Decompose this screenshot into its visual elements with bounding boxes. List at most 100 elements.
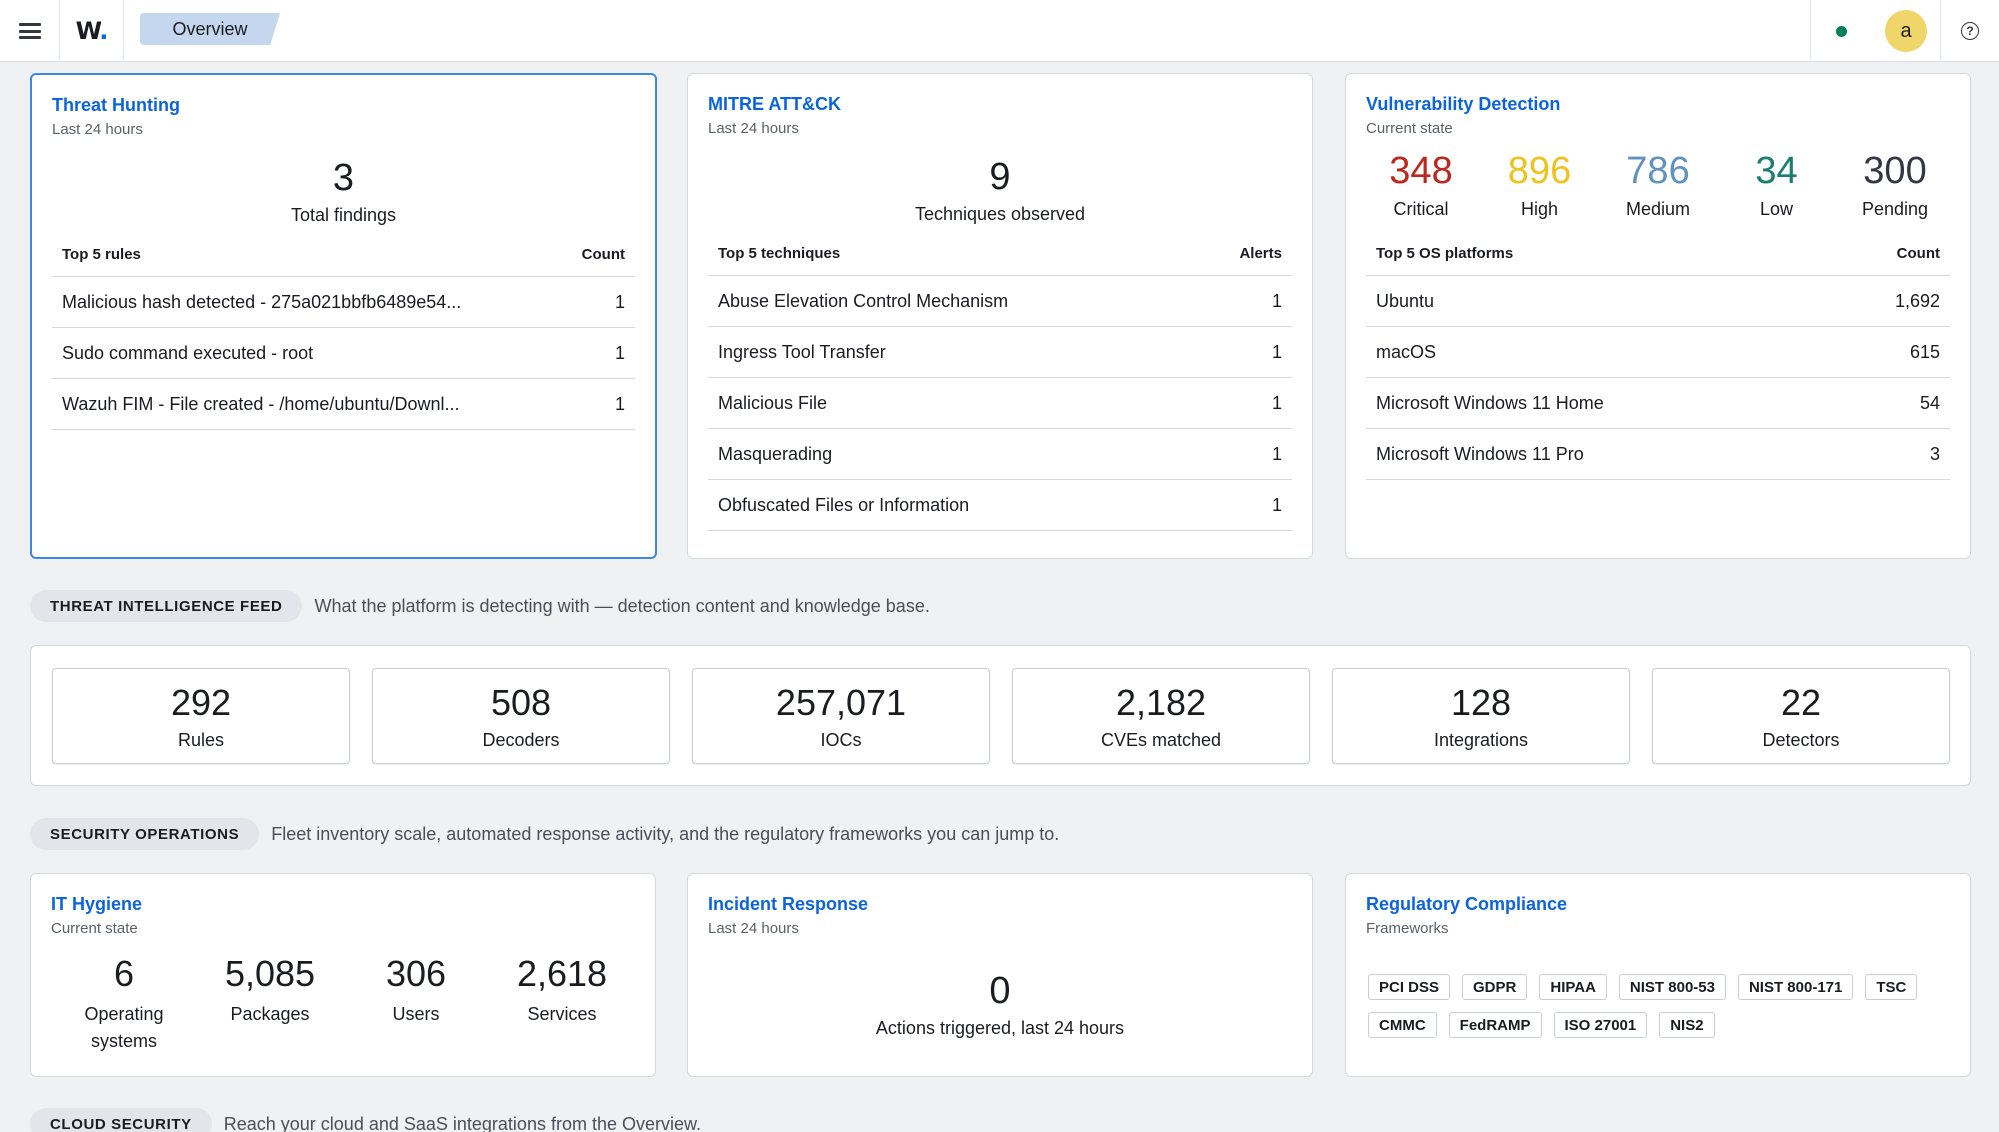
user-menu[interactable]: a [1872, 0, 1940, 62]
section-label: CLOUD SECURITY [30, 1108, 212, 1132]
os-name: Microsoft Windows 11 Home [1376, 392, 1604, 413]
table-row[interactable]: Microsoft Windows 11 Home 54 [1366, 378, 1950, 429]
feed-card-cves[interactable]: 2,182 CVEs matched [1012, 668, 1310, 764]
total-findings-value: 3 [332, 157, 355, 199]
panel-title[interactable]: MITRE ATT&CK [708, 94, 841, 114]
table-row[interactable]: Malicious File 1 [708, 378, 1292, 429]
column-header-os: Top 5 OS platforms [1376, 245, 1514, 262]
regulatory-compliance-panel[interactable]: Regulatory Compliance Frameworks PCI DSS… [1345, 873, 1971, 1077]
table-row[interactable]: Sudo command executed - root 1 [52, 328, 635, 379]
technique-name: Abuse Elevation Control Mechanism [718, 290, 1009, 311]
technique-count: 1 [1271, 290, 1282, 311]
severity-value: 34 [1755, 150, 1798, 192]
security-ops-section-header: SECURITY OPERATIONS Fleet inventory scal… [30, 818, 1059, 850]
inventory-services[interactable]: 2,618 Services [497, 956, 627, 1055]
status-indicator[interactable] [1810, 0, 1872, 62]
section-description: What the platform is detecting with — de… [314, 595, 930, 616]
os-count: 3 [1929, 443, 1940, 464]
framework-badge-fedramp[interactable]: FedRAMP [1448, 1012, 1542, 1038]
table-row[interactable]: Ubuntu 1,692 [1366, 276, 1950, 327]
feed-card-decoders[interactable]: 508 Decoders [372, 668, 670, 764]
feed-card-iocs[interactable]: 257,071 IOCs [692, 668, 990, 764]
feed-value: 128 [1450, 682, 1512, 723]
inventory-os[interactable]: 6 Operating systems [59, 956, 189, 1055]
feed-label: IOCs [820, 730, 862, 750]
vulnerability-detection-panel[interactable]: Vulnerability Detection Current state 34… [1345, 73, 1971, 559]
feed-label: CVEs matched [1100, 730, 1222, 750]
help-button[interactable]: ? [1940, 0, 1999, 62]
severity-label: High [1520, 199, 1559, 219]
framework-badge-nis2[interactable]: NIS2 [1659, 1012, 1715, 1038]
column-header-techniques: Top 5 techniques [718, 245, 841, 262]
feed-card-rules[interactable]: 292 Rules [52, 668, 350, 764]
severity-value: 348 [1389, 150, 1453, 192]
framework-badge-cmmc[interactable]: CMMC [1368, 1012, 1437, 1038]
top-rules-table: Top 5 rules Count Malicious hash detecte… [52, 233, 635, 430]
framework-badge-gdpr[interactable]: GDPR [1462, 974, 1528, 1000]
app-logo[interactable]: W. [60, 0, 124, 62]
severity-high[interactable]: 896 High [1485, 152, 1595, 220]
mitre-attack-panel[interactable]: MITRE ATT&CK Last 24 hours 9 Techniques … [687, 73, 1313, 559]
inventory-label: Packages [230, 1004, 310, 1024]
technique-name: Malicious File [718, 392, 828, 413]
table-row[interactable]: Wazuh FIM - File created - /home/ubuntu/… [52, 379, 635, 430]
severity-medium[interactable]: 786 Medium [1603, 152, 1713, 220]
inventory-packages[interactable]: 5,085 Packages [205, 956, 335, 1055]
table-row[interactable]: Masquerading 1 [708, 429, 1292, 480]
table-row[interactable]: Microsoft Windows 11 Pro 3 [1366, 429, 1950, 480]
panel-title[interactable]: Regulatory Compliance [1366, 894, 1568, 914]
table-row[interactable]: Malicious hash detected - 275a021bbfb648… [52, 277, 635, 328]
panel-subtitle: Current state [1366, 120, 1453, 137]
column-header-alerts: Alerts [1239, 245, 1282, 262]
panel-title[interactable]: Threat Hunting [52, 95, 180, 115]
feed-card-detectors[interactable]: 22 Detectors [1652, 668, 1950, 764]
feed-value: 22 [1780, 682, 1822, 723]
os-count: 615 [1909, 341, 1940, 362]
threat-hunting-panel[interactable]: Threat Hunting Last 24 hours 3 Total fin… [30, 73, 657, 559]
framework-badge-tsc[interactable]: TSC [1865, 974, 1918, 1000]
menu-button[interactable] [0, 0, 60, 62]
feed-card-integrations[interactable]: 128 Integrations [1332, 668, 1630, 764]
status-dot-icon [1836, 25, 1847, 37]
severity-value: 300 [1863, 150, 1927, 192]
rule-name: Malicious hash detected - 275a021bbfb648… [62, 291, 462, 312]
table-header: Top 5 rules Count [52, 233, 635, 277]
inventory-label: Operating systems [84, 1004, 164, 1051]
severity-value: 896 [1507, 150, 1572, 192]
table-row[interactable]: Abuse Elevation Control Mechanism 1 [708, 276, 1292, 327]
severity-critical[interactable]: 348 Critical [1366, 152, 1476, 220]
section-description: Reach your cloud and SaaS integrations f… [223, 1113, 702, 1132]
techniques-value: 9 [989, 156, 1011, 198]
rule-count: 1 [614, 342, 625, 363]
framework-badge-hipaa[interactable]: HIPAA [1539, 974, 1607, 1000]
feed-label: Rules [177, 730, 225, 750]
severity-label: Critical [1393, 199, 1449, 219]
actions-triggered-label: Actions triggered, last 24 hours [875, 1018, 1125, 1038]
feed-label: Detectors [1762, 730, 1840, 750]
panel-title[interactable]: IT Hygiene [51, 894, 143, 914]
inventory-users[interactable]: 306 Users [351, 956, 481, 1055]
severity-low[interactable]: 34 Low [1722, 152, 1832, 220]
framework-badge-pci-dss[interactable]: PCI DSS [1368, 974, 1451, 1000]
os-count: 1,692 [1894, 290, 1940, 311]
severity-pending[interactable]: 300 Pending [1840, 152, 1950, 220]
feed-label: Decoders [482, 730, 560, 750]
column-header-rules: Top 5 rules [62, 246, 141, 263]
it-hygiene-panel[interactable]: IT Hygiene Current state 6 Operating sys… [30, 873, 656, 1077]
panel-title[interactable]: Incident Response [708, 894, 869, 914]
table-row[interactable]: Obfuscated Files or Information 1 [708, 480, 1292, 531]
framework-badge-nist-800-171[interactable]: NIST 800-171 [1737, 974, 1854, 1000]
top-navigation-bar: W. Overview a ? [0, 0, 1999, 62]
table-row[interactable]: macOS 615 [1366, 327, 1950, 378]
incident-response-panel[interactable]: Incident Response Last 24 hours 0 Action… [687, 873, 1313, 1077]
section-label: THREAT INTELLIGENCE FEED [30, 590, 303, 622]
table-row[interactable]: Ingress Tool Transfer 1 [708, 327, 1292, 378]
framework-badge-iso-27001[interactable]: ISO 27001 [1553, 1012, 1648, 1038]
logo-dot: . [99, 17, 108, 45]
framework-badge-nist-800-53[interactable]: NIST 800-53 [1618, 974, 1726, 1000]
severity-summary: 348 Critical 896 High 786 Medium 34 Low … [1366, 152, 1950, 220]
panel-title[interactable]: Vulnerability Detection [1366, 94, 1561, 114]
panel-subtitle: Last 24 hours [708, 120, 799, 137]
breadcrumb-overview[interactable]: Overview [140, 13, 280, 45]
inventory-summary: 6 Operating systems 5,085 Packages 306 U… [51, 956, 635, 1055]
